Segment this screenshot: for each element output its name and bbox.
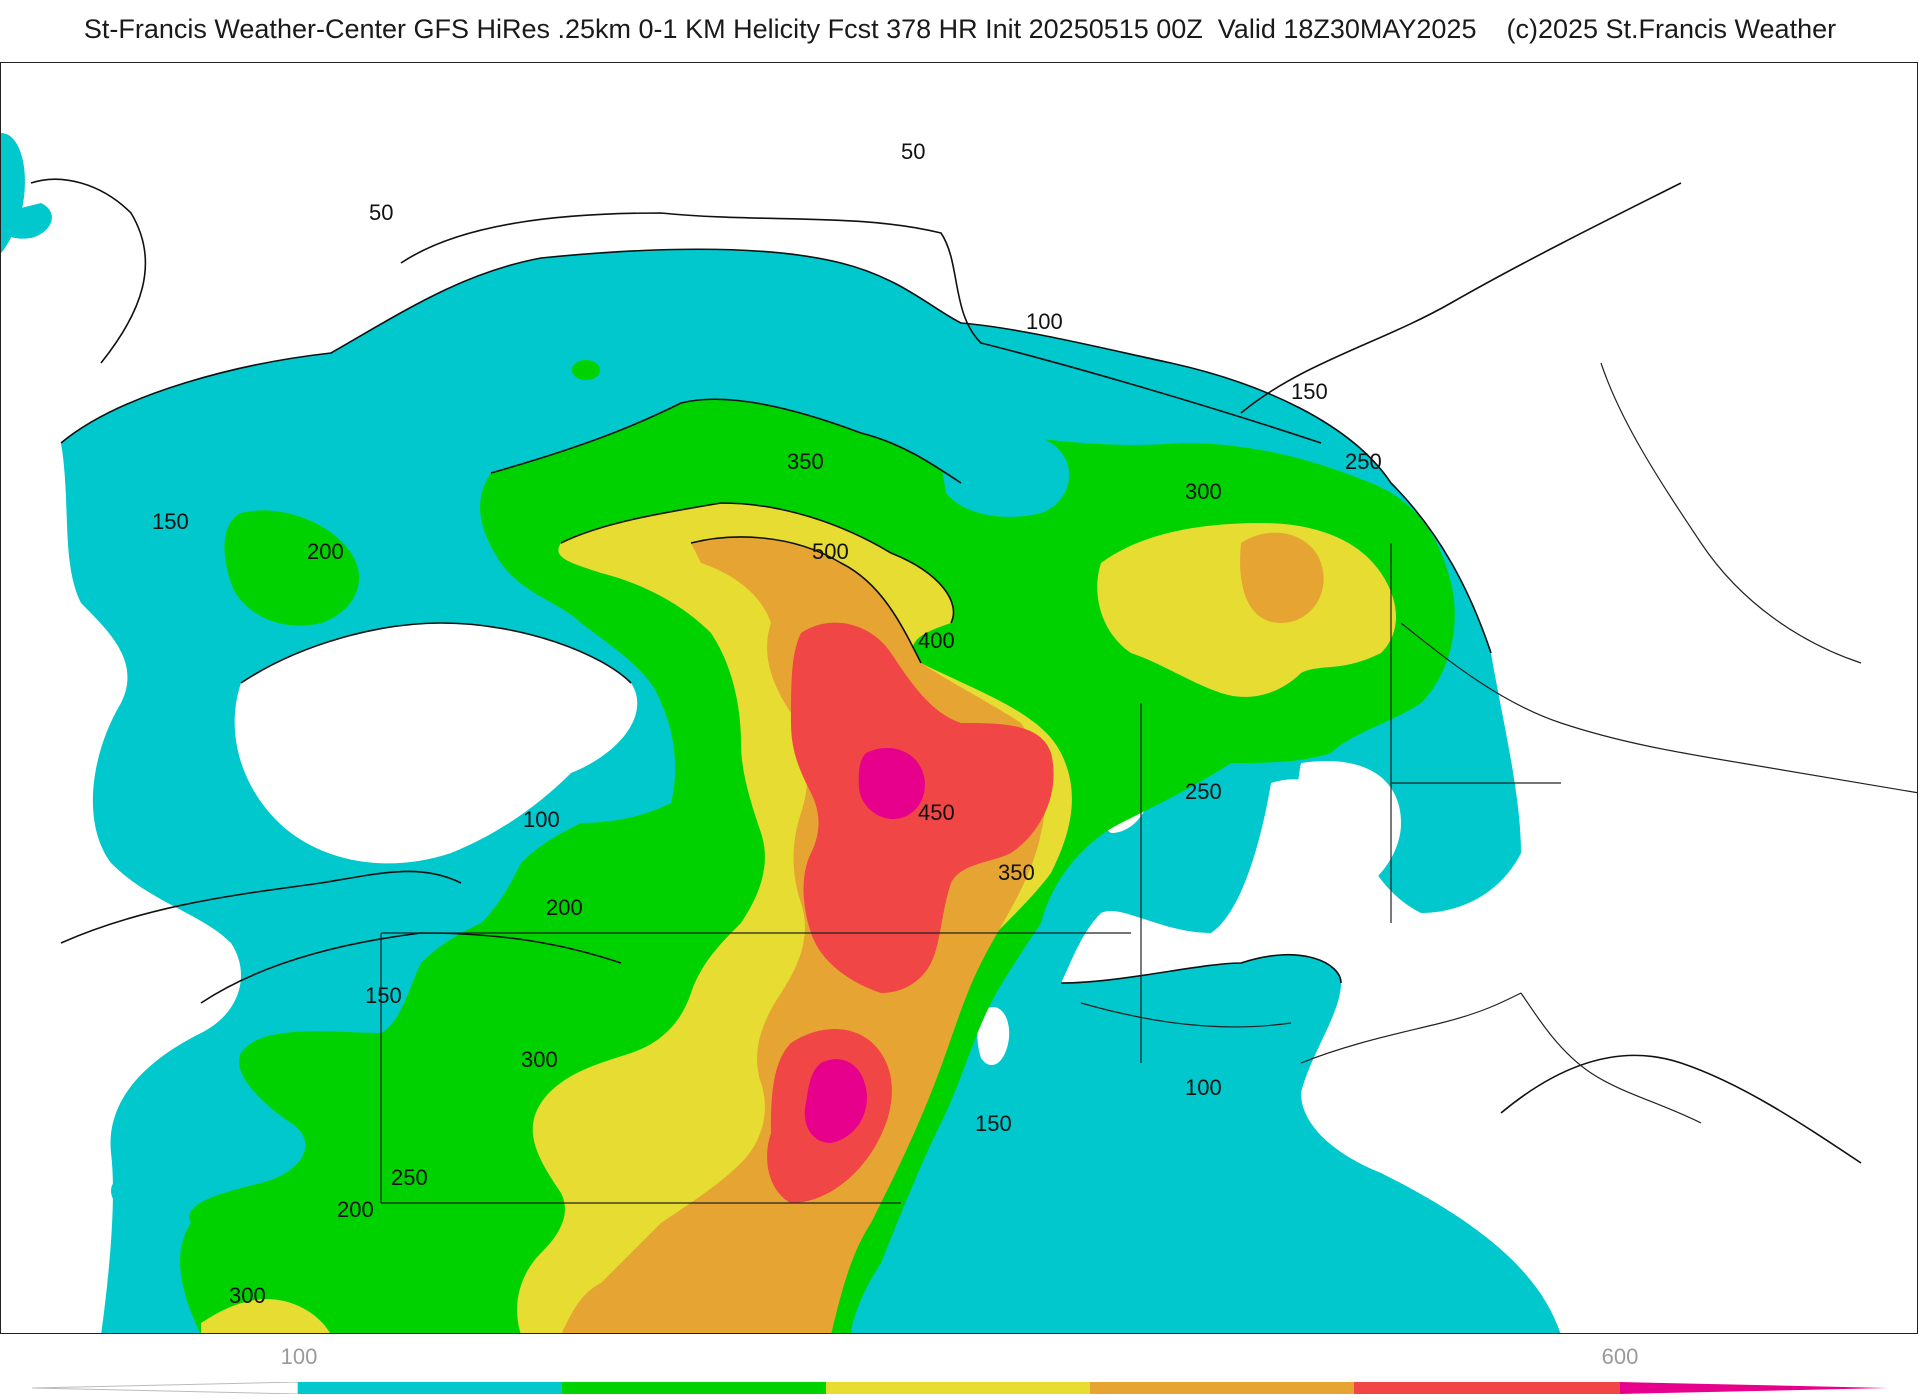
contour-label: 250 <box>1185 779 1222 804</box>
legend-band-500 <box>1354 1382 1620 1394</box>
contour-label: 300 <box>521 1047 558 1072</box>
contour-label: 350 <box>787 449 824 474</box>
legend-colorbar <box>32 1382 1888 1394</box>
legend-tick-label: 100 <box>280 1344 318 1369</box>
contour-label: 50 <box>901 139 925 164</box>
map-canvas: 50 50 100 150 250 300 350 500 400 450 35… <box>1 133 1917 1333</box>
contour-label: 200 <box>546 895 583 920</box>
helicity-map: 50 50 100 150 250 300 350 500 400 450 35… <box>0 62 1918 1334</box>
contour-label: 200 <box>307 539 344 564</box>
legend-tick-label: 600 <box>1601 1344 1639 1369</box>
contour-label: 200 <box>337 1197 374 1222</box>
helicity-contours <box>30 178 1862 1164</box>
contour-label: 50 <box>369 200 393 225</box>
legend-band-high-arrow <box>1620 1382 1888 1394</box>
chart-title: St-Francis Weather-Center GFS HiRes .25k… <box>83 14 1837 44</box>
helicity-band-550 <box>804 748 925 1143</box>
contour-label: 150 <box>1291 379 1328 404</box>
legend-band-100 <box>298 1382 562 1394</box>
legend-band-low-arrow <box>32 1382 299 1394</box>
contour-label: 450 <box>918 800 955 825</box>
legend-band-300 <box>826 1382 1090 1394</box>
contour-label: 300 <box>229 1283 266 1308</box>
contour-label: 100 <box>1026 309 1063 334</box>
contour-label: 500 <box>812 539 849 564</box>
legend-band-200 <box>562 1382 826 1394</box>
contour-label: 150 <box>975 1111 1012 1136</box>
contour-label: 300 <box>1185 479 1222 504</box>
contour-label: 100 <box>523 807 560 832</box>
legend-band-400 <box>1090 1382 1354 1394</box>
contour-label: 250 <box>391 1165 428 1190</box>
contour-label: 250 <box>1345 449 1382 474</box>
contour-label: 150 <box>152 509 189 534</box>
contour-label: 150 <box>365 983 402 1008</box>
contour-label: 400 <box>918 628 955 653</box>
contour-label: 100 <box>1185 1075 1222 1100</box>
contour-label: 350 <box>998 860 1035 885</box>
contour-labels: 50 50 100 150 250 300 350 500 400 450 35… <box>152 139 1382 1308</box>
land-outlines <box>380 362 1917 1204</box>
